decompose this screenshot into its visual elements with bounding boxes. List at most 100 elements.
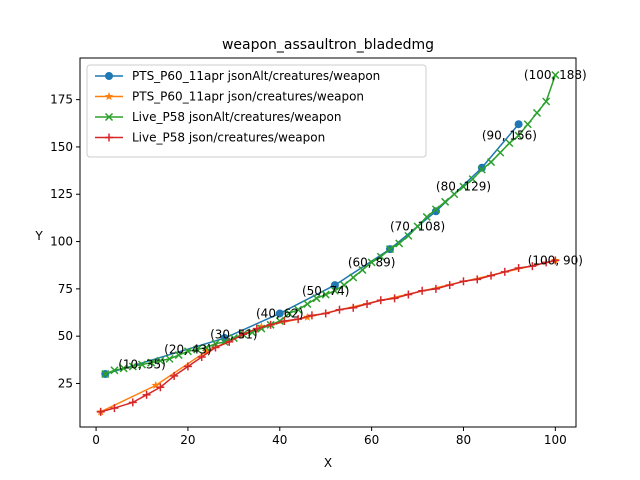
data-point — [422, 212, 431, 221]
data-point — [128, 398, 137, 407]
data-point — [542, 258, 551, 267]
legend-item: PTS_P60_11apr json/creatures/weapon — [95, 90, 364, 104]
data-point — [514, 264, 523, 273]
data-point — [363, 300, 372, 308]
data-point — [174, 351, 183, 360]
data-point — [275, 309, 284, 318]
data-point — [468, 175, 477, 184]
data-point — [128, 362, 137, 371]
legend-label: PTS_P60_11apr jsonAlt/creatures/weapon — [132, 69, 380, 83]
data-label: (70, 108) — [390, 219, 445, 233]
data-point-stroke — [496, 148, 505, 157]
legend-marker-stroke — [104, 112, 114, 122]
data-point — [459, 277, 468, 286]
data-point — [252, 324, 261, 333]
data-point — [266, 320, 275, 329]
data-point-stroke — [551, 71, 560, 80]
data-point — [321, 309, 330, 318]
y-tick-label: 150 — [50, 140, 73, 154]
data-point — [294, 305, 303, 314]
data-point — [404, 290, 413, 299]
data-point-stroke — [165, 354, 174, 363]
y-tick-label: 75 — [58, 282, 73, 296]
data-point-stroke — [358, 265, 367, 274]
data-point-stroke — [477, 165, 486, 174]
data-point — [257, 322, 266, 331]
data-point-stroke — [422, 212, 431, 221]
legend-marker — [105, 72, 113, 80]
data-point — [330, 286, 339, 295]
series-line — [105, 123, 520, 375]
y-tick-label: 175 — [50, 93, 73, 107]
data-point — [321, 290, 330, 299]
data-point — [477, 163, 486, 172]
data-point-stroke — [284, 309, 293, 318]
data-point — [431, 284, 440, 293]
y-tick-label: 25 — [58, 376, 73, 390]
data-point — [193, 345, 202, 354]
series-line — [100, 259, 556, 413]
data-point-stroke — [505, 139, 514, 148]
series-3 — [101, 71, 560, 379]
data-point — [211, 343, 220, 352]
data-point — [528, 262, 537, 271]
plot-frame — [79, 57, 577, 428]
data-point-stroke — [395, 239, 404, 248]
data-point — [441, 197, 450, 206]
data-point — [280, 317, 289, 326]
legend-marker — [104, 92, 114, 101]
data-point — [330, 281, 339, 290]
data-point — [147, 358, 156, 367]
data-point — [137, 360, 147, 369]
data-point — [151, 380, 161, 390]
data-point — [183, 362, 192, 371]
data-point — [156, 356, 165, 365]
x-tick-label: 0 — [92, 433, 100, 447]
data-point-stroke — [487, 158, 496, 167]
data-label: (40, 62) — [256, 306, 304, 320]
data-point — [551, 256, 560, 265]
legend-marker — [104, 112, 114, 122]
x-axis-label: X — [324, 456, 332, 470]
data-point-stroke — [147, 358, 156, 367]
data-point — [110, 366, 119, 375]
data-point-stroke — [413, 222, 422, 231]
data-point — [142, 390, 151, 399]
data-point — [390, 294, 399, 303]
data-point — [110, 404, 119, 413]
data-point-stroke — [128, 362, 137, 371]
legend-item: Live_P58 json/creatures/weapon — [95, 131, 325, 145]
data-point — [459, 182, 468, 191]
data-point — [376, 296, 385, 305]
data-point-stroke — [523, 120, 532, 129]
data-point-stroke — [137, 360, 147, 369]
data-point-stroke — [376, 252, 385, 261]
data-point — [96, 407, 105, 416]
data-point — [340, 281, 349, 290]
x-tick-label: 80 — [456, 433, 471, 447]
data-point-stroke — [174, 351, 183, 360]
data-point — [303, 299, 312, 309]
data-point-stroke — [468, 175, 477, 184]
data-point — [239, 330, 248, 339]
data-label: (80, 129) — [436, 180, 491, 194]
plot-area: (10, 35) (20, 43)(30, 51) (40, 62) (50, 74)… — [96, 68, 587, 416]
data-point — [514, 131, 523, 140]
data-point-stroke — [367, 258, 376, 267]
data-point — [496, 148, 505, 157]
legend: PTS_P60_11apr jsonAlt/creatures/weapon PT… — [86, 64, 427, 158]
y-axis: 25 50 75 100 125 150 175 — [50, 93, 80, 390]
data-label: (30, 51) — [210, 327, 258, 341]
data-point — [487, 271, 496, 280]
data-point — [183, 347, 192, 356]
legend-marker — [105, 133, 113, 142]
y-tick-label: 125 — [50, 187, 73, 201]
data-label: (60, 89) — [348, 255, 396, 269]
legend-label: PTS_P60_11apr json/creatures/weapon — [132, 90, 364, 104]
data-point — [514, 120, 523, 129]
data-point — [294, 315, 303, 324]
data-point — [335, 305, 344, 314]
data-point-stroke — [183, 347, 192, 356]
data-point-stroke — [321, 290, 330, 299]
data-point — [505, 139, 514, 148]
